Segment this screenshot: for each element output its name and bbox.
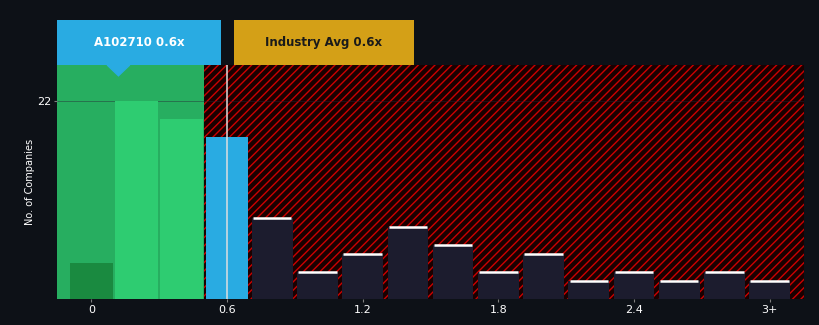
Bar xyxy=(296,272,337,299)
Bar xyxy=(203,65,803,299)
Bar xyxy=(477,272,518,299)
Bar xyxy=(387,227,428,299)
Polygon shape xyxy=(107,65,129,76)
Bar xyxy=(658,281,699,299)
Bar xyxy=(160,119,203,299)
Bar xyxy=(251,218,292,299)
Y-axis label: No. of Companies: No. of Companies xyxy=(25,139,34,225)
Bar xyxy=(57,65,204,299)
Text: Industry Avg 0.6x: Industry Avg 0.6x xyxy=(265,36,382,49)
Bar xyxy=(70,263,113,299)
Bar xyxy=(115,101,158,299)
Bar xyxy=(342,254,382,299)
Bar xyxy=(523,254,563,299)
Bar xyxy=(704,272,744,299)
Bar xyxy=(206,137,248,299)
Bar xyxy=(432,245,473,299)
Bar xyxy=(568,281,609,299)
Text: A102710 0.6x: A102710 0.6x xyxy=(94,36,184,49)
Bar xyxy=(749,281,789,299)
Bar xyxy=(613,272,654,299)
